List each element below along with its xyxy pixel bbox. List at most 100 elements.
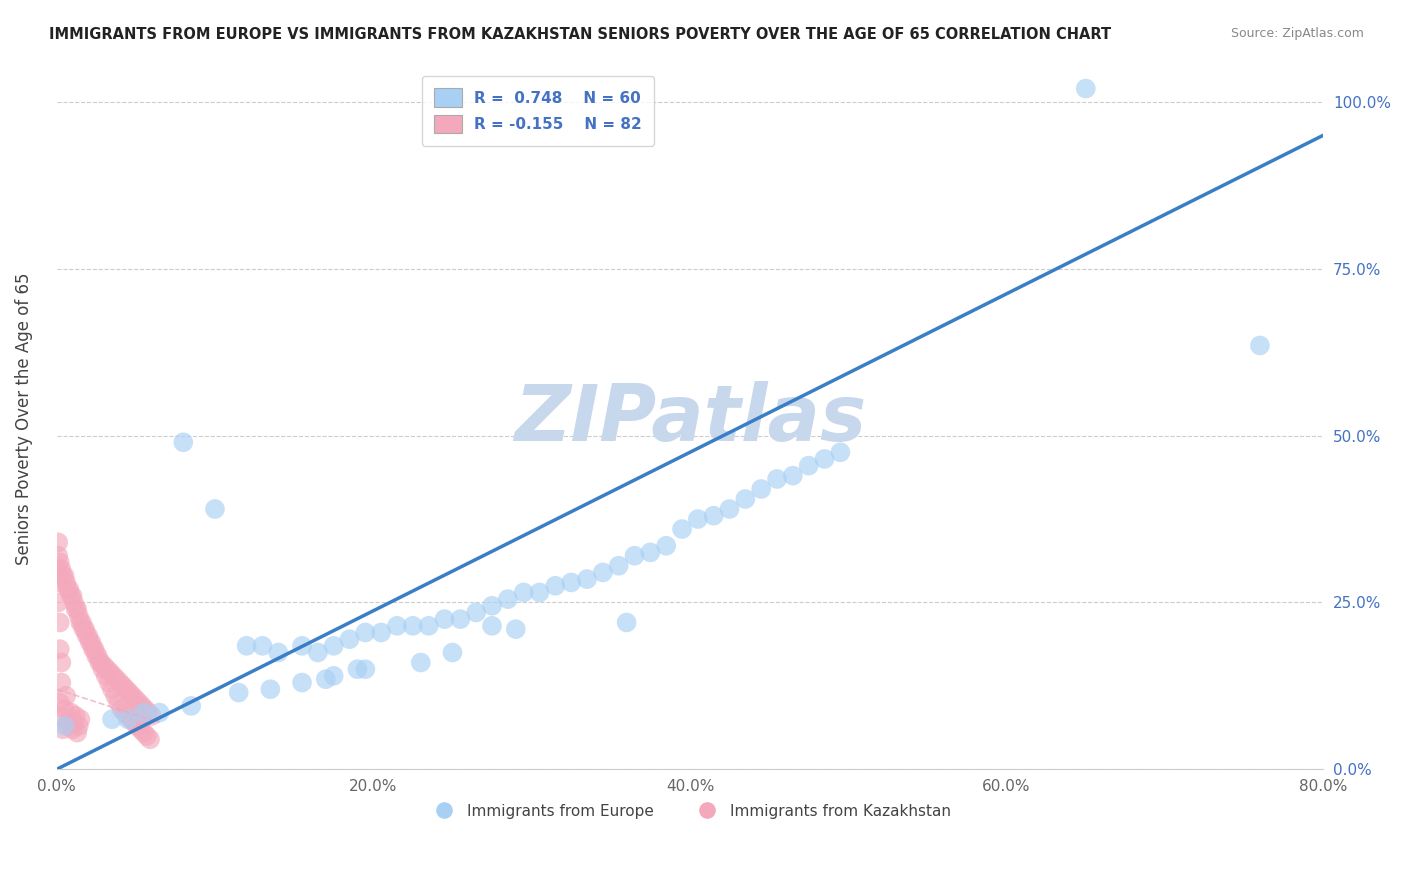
Point [107,696,129,710]
Point [59,706,82,720]
Point [115,682,138,697]
Point [112,679,135,693]
Point [55,575,77,590]
Point [127,719,149,733]
Point [370,625,392,640]
Point [449,612,471,626]
Point [49,575,72,590]
Point [53,719,76,733]
Point [90,656,112,670]
Legend: Immigrants from Europe, Immigrants from Kazakhstan: Immigrants from Europe, Immigrants from … [423,797,957,825]
Point [128,696,150,710]
Point [640,545,662,559]
Point [172,435,194,450]
Point [655,539,678,553]
Y-axis label: Seniors Poverty Over the Age of 65: Seniors Poverty Over the Age of 65 [15,273,32,566]
Point [204,502,226,516]
Point [235,639,257,653]
Point [117,712,139,726]
Point [53,568,76,582]
Point [481,619,503,633]
Point [118,685,141,699]
Point [813,452,835,467]
Point [103,669,125,683]
Point [122,715,145,730]
Point [465,606,488,620]
Point [402,619,425,633]
Point [322,639,344,653]
Point [46,709,69,723]
Point [80,635,103,649]
Point [592,566,614,580]
Point [65,602,87,616]
Point [441,646,464,660]
Point [252,639,274,653]
Point [66,725,89,739]
Point [120,712,142,726]
Text: IMMIGRANTS FROM EUROPE VS IMMIGRANTS FROM KAZAKHSTAN SENIORS POVERTY OVER THE AG: IMMIGRANTS FROM EUROPE VS IMMIGRANTS FRO… [49,27,1111,42]
Point [544,579,567,593]
Point [322,669,344,683]
Point [75,622,97,636]
Text: ZIPatlas: ZIPatlas [513,381,866,457]
Point [782,468,804,483]
Point [135,729,157,743]
Point [105,672,128,686]
Point [63,595,86,609]
Point [52,723,75,737]
Point [46,562,69,576]
Point [718,502,741,516]
Point [89,656,111,670]
Point [607,558,630,573]
Point [616,615,638,630]
Point [51,562,73,576]
Point [84,648,107,663]
Point [703,508,725,523]
Point [87,648,110,663]
Point [1249,338,1271,352]
Point [96,662,118,676]
Point [94,669,117,683]
Point [576,572,599,586]
Point [749,482,772,496]
Point [529,585,551,599]
Point [67,608,90,623]
Point [65,709,87,723]
Point [354,625,377,640]
Point [49,642,72,657]
Point [70,615,93,630]
Point [77,629,100,643]
Point [52,568,75,582]
Point [67,719,90,733]
Point [101,682,124,697]
Point [409,656,432,670]
Point [63,715,86,730]
Point [141,709,163,723]
Point [267,646,290,660]
Point [55,689,77,703]
Point [100,665,122,680]
Point [481,599,503,613]
Point [62,723,84,737]
Point [131,698,153,713]
Point [385,619,408,633]
Point [505,622,527,636]
Point [433,612,456,626]
Point [291,639,314,653]
Point [671,522,693,536]
Point [56,719,79,733]
Point [125,692,148,706]
Point [97,675,120,690]
Point [512,585,534,599]
Point [560,575,582,590]
Point [121,689,143,703]
Point [72,622,94,636]
Point [51,656,73,670]
Point [76,629,98,643]
Point [797,458,820,473]
Text: Source: ZipAtlas.com: Source: ZipAtlas.com [1230,27,1364,40]
Point [79,635,101,649]
Point [134,702,156,716]
Point [259,682,281,697]
Point [91,662,114,676]
